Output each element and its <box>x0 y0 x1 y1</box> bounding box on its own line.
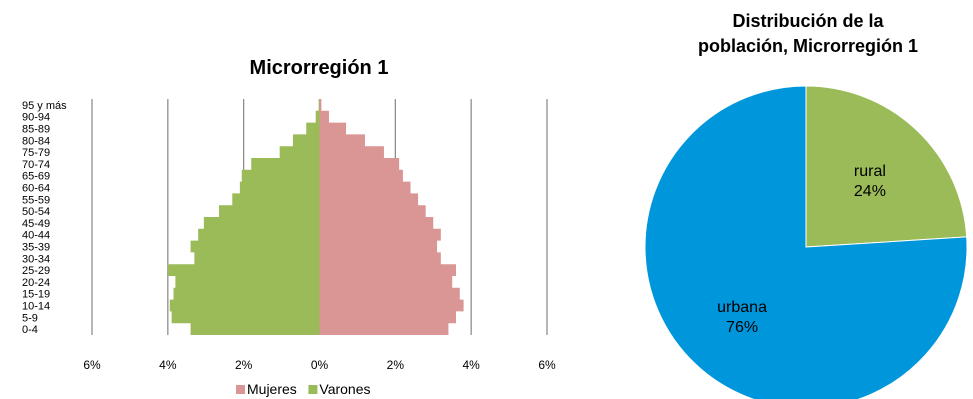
age-group-label: 75-79 <box>22 147 50 159</box>
age-group-label: 60-64 <box>22 183 50 195</box>
mujeres-legend-label: Mujeres <box>247 381 297 397</box>
rural-slice-label: rural <box>854 163 886 180</box>
mujeres-series-area <box>319 99 464 335</box>
age-group-label: 40-44 <box>22 230 50 242</box>
age-group-label: 15-19 <box>22 289 50 301</box>
varones-legend-label: Varones <box>319 381 370 397</box>
x-tick-label: 6% <box>538 358 556 372</box>
age-group-label: 35-39 <box>22 242 50 254</box>
age-group-label: 50-54 <box>22 206 50 218</box>
age-group-label: 55-59 <box>22 194 50 206</box>
age-group-label: 30-34 <box>22 253 50 265</box>
x-tick-label: 4% <box>462 358 480 372</box>
age-group-label: 20-24 <box>22 277 50 289</box>
age-group-label: 95 y más <box>22 100 67 112</box>
age-group-label: 90-94 <box>22 112 50 124</box>
mujeres-legend-swatch <box>236 385 245 394</box>
age-group-label: 5-9 <box>22 312 38 324</box>
population-pyramid-chart: Microrregión 1 0-45-910-1415-1920-2425-2… <box>22 57 556 397</box>
pyramid-legend: Mujeres Varones <box>236 381 371 397</box>
age-group-label: 10-14 <box>22 301 50 313</box>
rural-slice-percent: 24% <box>854 183 886 200</box>
age-group-label: 85-89 <box>22 124 50 136</box>
x-tick-label: 2% <box>235 358 253 372</box>
pie-title-line-1: Distribución de la <box>732 11 884 31</box>
x-tick-label: 4% <box>159 358 177 372</box>
urbana-slice <box>644 85 968 399</box>
x-tick-label: 0% <box>311 358 329 372</box>
age-group-label: 70-74 <box>22 159 50 171</box>
age-group-label: 25-29 <box>22 265 50 277</box>
pyramid-title: Microrregión 1 <box>250 57 389 79</box>
age-group-label: 80-84 <box>22 135 50 147</box>
urbana-slice-label: urbana <box>717 299 767 316</box>
x-tick-label: 2% <box>387 358 405 372</box>
rural-slice <box>805 85 968 248</box>
varones-series-area <box>167 99 320 335</box>
x-tick-label: 6% <box>83 358 101 372</box>
age-group-label: 0-4 <box>22 324 38 336</box>
varones-legend-swatch <box>308 385 318 394</box>
age-group-label: 45-49 <box>22 218 50 230</box>
pie-title-line-2: población, Microrregión 1 <box>698 36 918 56</box>
population-distribution-pie-chart: Distribución de la población, Microrregi… <box>644 11 968 399</box>
urbana-slice-percent: 76% <box>726 319 758 336</box>
age-group-label: 65-69 <box>22 171 50 183</box>
